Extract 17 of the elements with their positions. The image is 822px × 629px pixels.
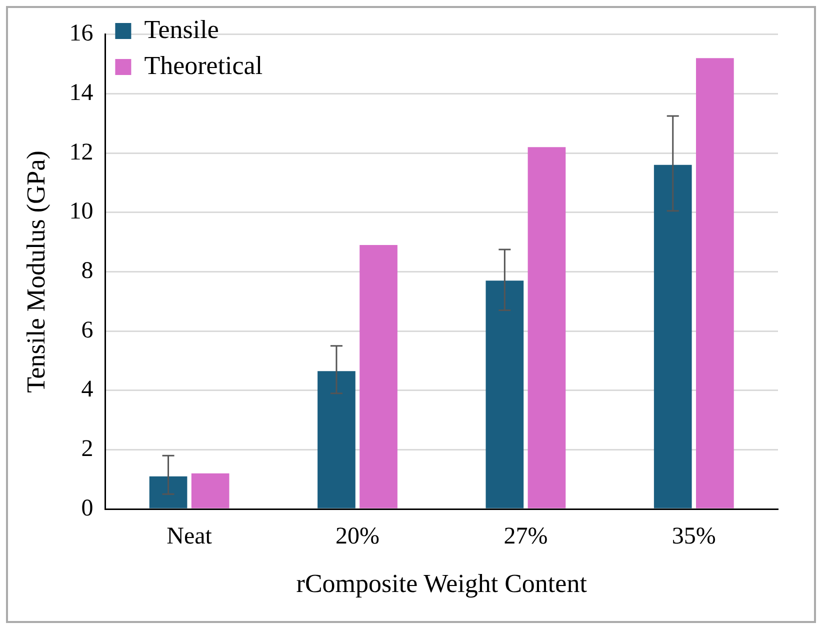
y-tick-label: 2 xyxy=(81,436,94,462)
y-tick-label: 8 xyxy=(81,258,94,284)
y-tick-label: 0 xyxy=(81,495,94,522)
y-axis-title: Tensile Modulus (GPa) xyxy=(21,150,50,393)
x-tick-label: 35% xyxy=(672,524,716,550)
y-tick-label: 12 xyxy=(69,139,94,166)
y-tick-label: 4 xyxy=(81,376,94,403)
x-tick-label: 27% xyxy=(504,524,548,550)
legend-label: Tensile xyxy=(144,14,219,44)
y-tick-label: 6 xyxy=(81,317,94,344)
x-tick-label: 20% xyxy=(336,524,380,550)
x-tick-label: Neat xyxy=(166,524,212,550)
legend-label: Theoretical xyxy=(144,50,263,80)
y-tick-label: 16 xyxy=(69,20,94,47)
y-tick-label: 10 xyxy=(69,198,94,225)
x-axis-title: rComposite Weight Content xyxy=(296,569,588,598)
y-tick-label: 14 xyxy=(69,80,94,106)
